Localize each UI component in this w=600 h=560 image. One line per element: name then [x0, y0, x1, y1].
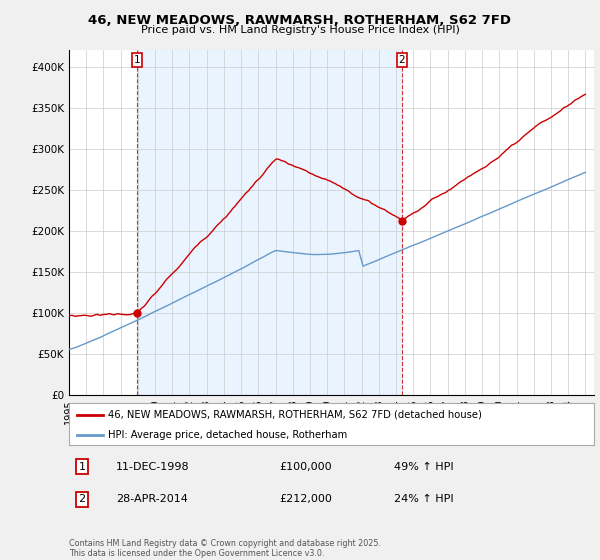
- Text: HPI: Average price, detached house, Rotherham: HPI: Average price, detached house, Roth…: [109, 430, 347, 440]
- Text: 46, NEW MEADOWS, RAWMARSH, ROTHERHAM, S62 7FD: 46, NEW MEADOWS, RAWMARSH, ROTHERHAM, S6…: [89, 14, 511, 27]
- Text: 49% ↑ HPI: 49% ↑ HPI: [395, 461, 454, 472]
- Text: 11-DEC-1998: 11-DEC-1998: [116, 461, 190, 472]
- Text: Contains HM Land Registry data © Crown copyright and database right 2025.
This d: Contains HM Land Registry data © Crown c…: [69, 539, 381, 558]
- Text: 24% ↑ HPI: 24% ↑ HPI: [395, 494, 454, 505]
- Text: 1: 1: [79, 461, 86, 472]
- Text: 1: 1: [134, 55, 140, 66]
- Text: £100,000: £100,000: [279, 461, 332, 472]
- Text: 28-APR-2014: 28-APR-2014: [116, 494, 188, 505]
- Text: 2: 2: [79, 494, 86, 505]
- Text: 2: 2: [398, 55, 405, 66]
- Text: 46, NEW MEADOWS, RAWMARSH, ROTHERHAM, S62 7FD (detached house): 46, NEW MEADOWS, RAWMARSH, ROTHERHAM, S6…: [109, 410, 482, 420]
- Bar: [137, 50, 402, 395]
- Text: Price paid vs. HM Land Registry's House Price Index (HPI): Price paid vs. HM Land Registry's House …: [140, 25, 460, 35]
- Text: £212,000: £212,000: [279, 494, 332, 505]
